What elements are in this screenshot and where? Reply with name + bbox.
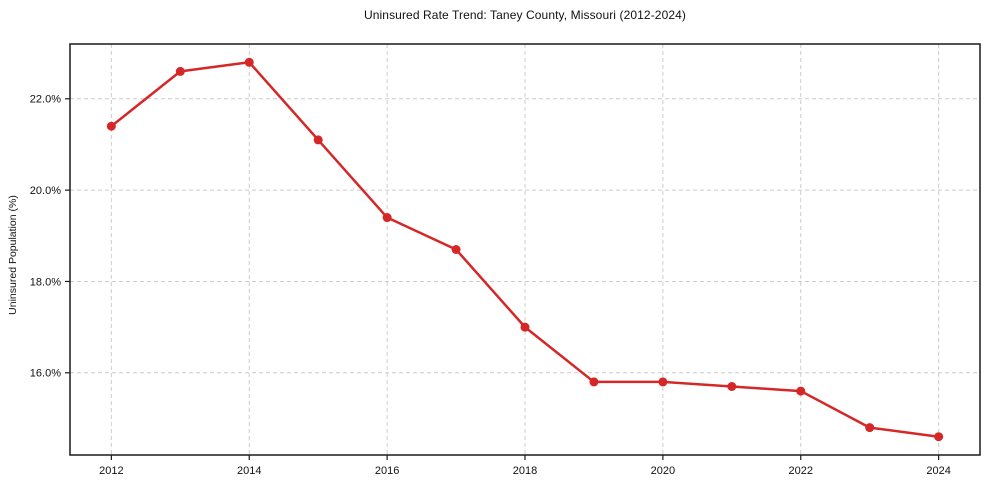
x-tick-label: 2020 — [651, 465, 675, 477]
data-point-2017 — [451, 245, 461, 254]
data-point-2016 — [382, 213, 392, 223]
x-tick-label: 2014 — [237, 465, 261, 477]
data-point-2014 — [244, 57, 254, 67]
data-point-2018 — [520, 322, 530, 332]
data-point-2020 — [658, 377, 668, 387]
y-tick-label: 22.0% — [30, 94, 61, 106]
y-tick-label: 16.0% — [30, 368, 61, 380]
x-tick-label: 2018 — [513, 465, 537, 477]
y-axis-label: Uninsured Population (%) — [7, 195, 19, 315]
data-point-2023 — [865, 423, 875, 433]
plot-border — [69, 43, 981, 456]
data-point-2013 — [175, 66, 185, 76]
chart-title: Uninsured Rate Trend: Taney County, Miss… — [364, 8, 686, 22]
data-point-2021 — [727, 382, 737, 391]
data-point-2019 — [589, 377, 599, 387]
x-tick-label: 2012 — [99, 465, 123, 477]
data-point-2024 — [934, 432, 944, 442]
data-point-2015 — [313, 135, 323, 145]
x-tick-label: 2024 — [926, 465, 950, 477]
y-tick-label: 20.0% — [30, 185, 61, 197]
data-point-2022 — [796, 386, 806, 396]
y-tick-label: 18.0% — [30, 276, 61, 288]
data-point-2012 — [106, 121, 116, 131]
x-tick-label: 2022 — [789, 465, 813, 477]
x-tick-label: 2016 — [375, 465, 399, 477]
